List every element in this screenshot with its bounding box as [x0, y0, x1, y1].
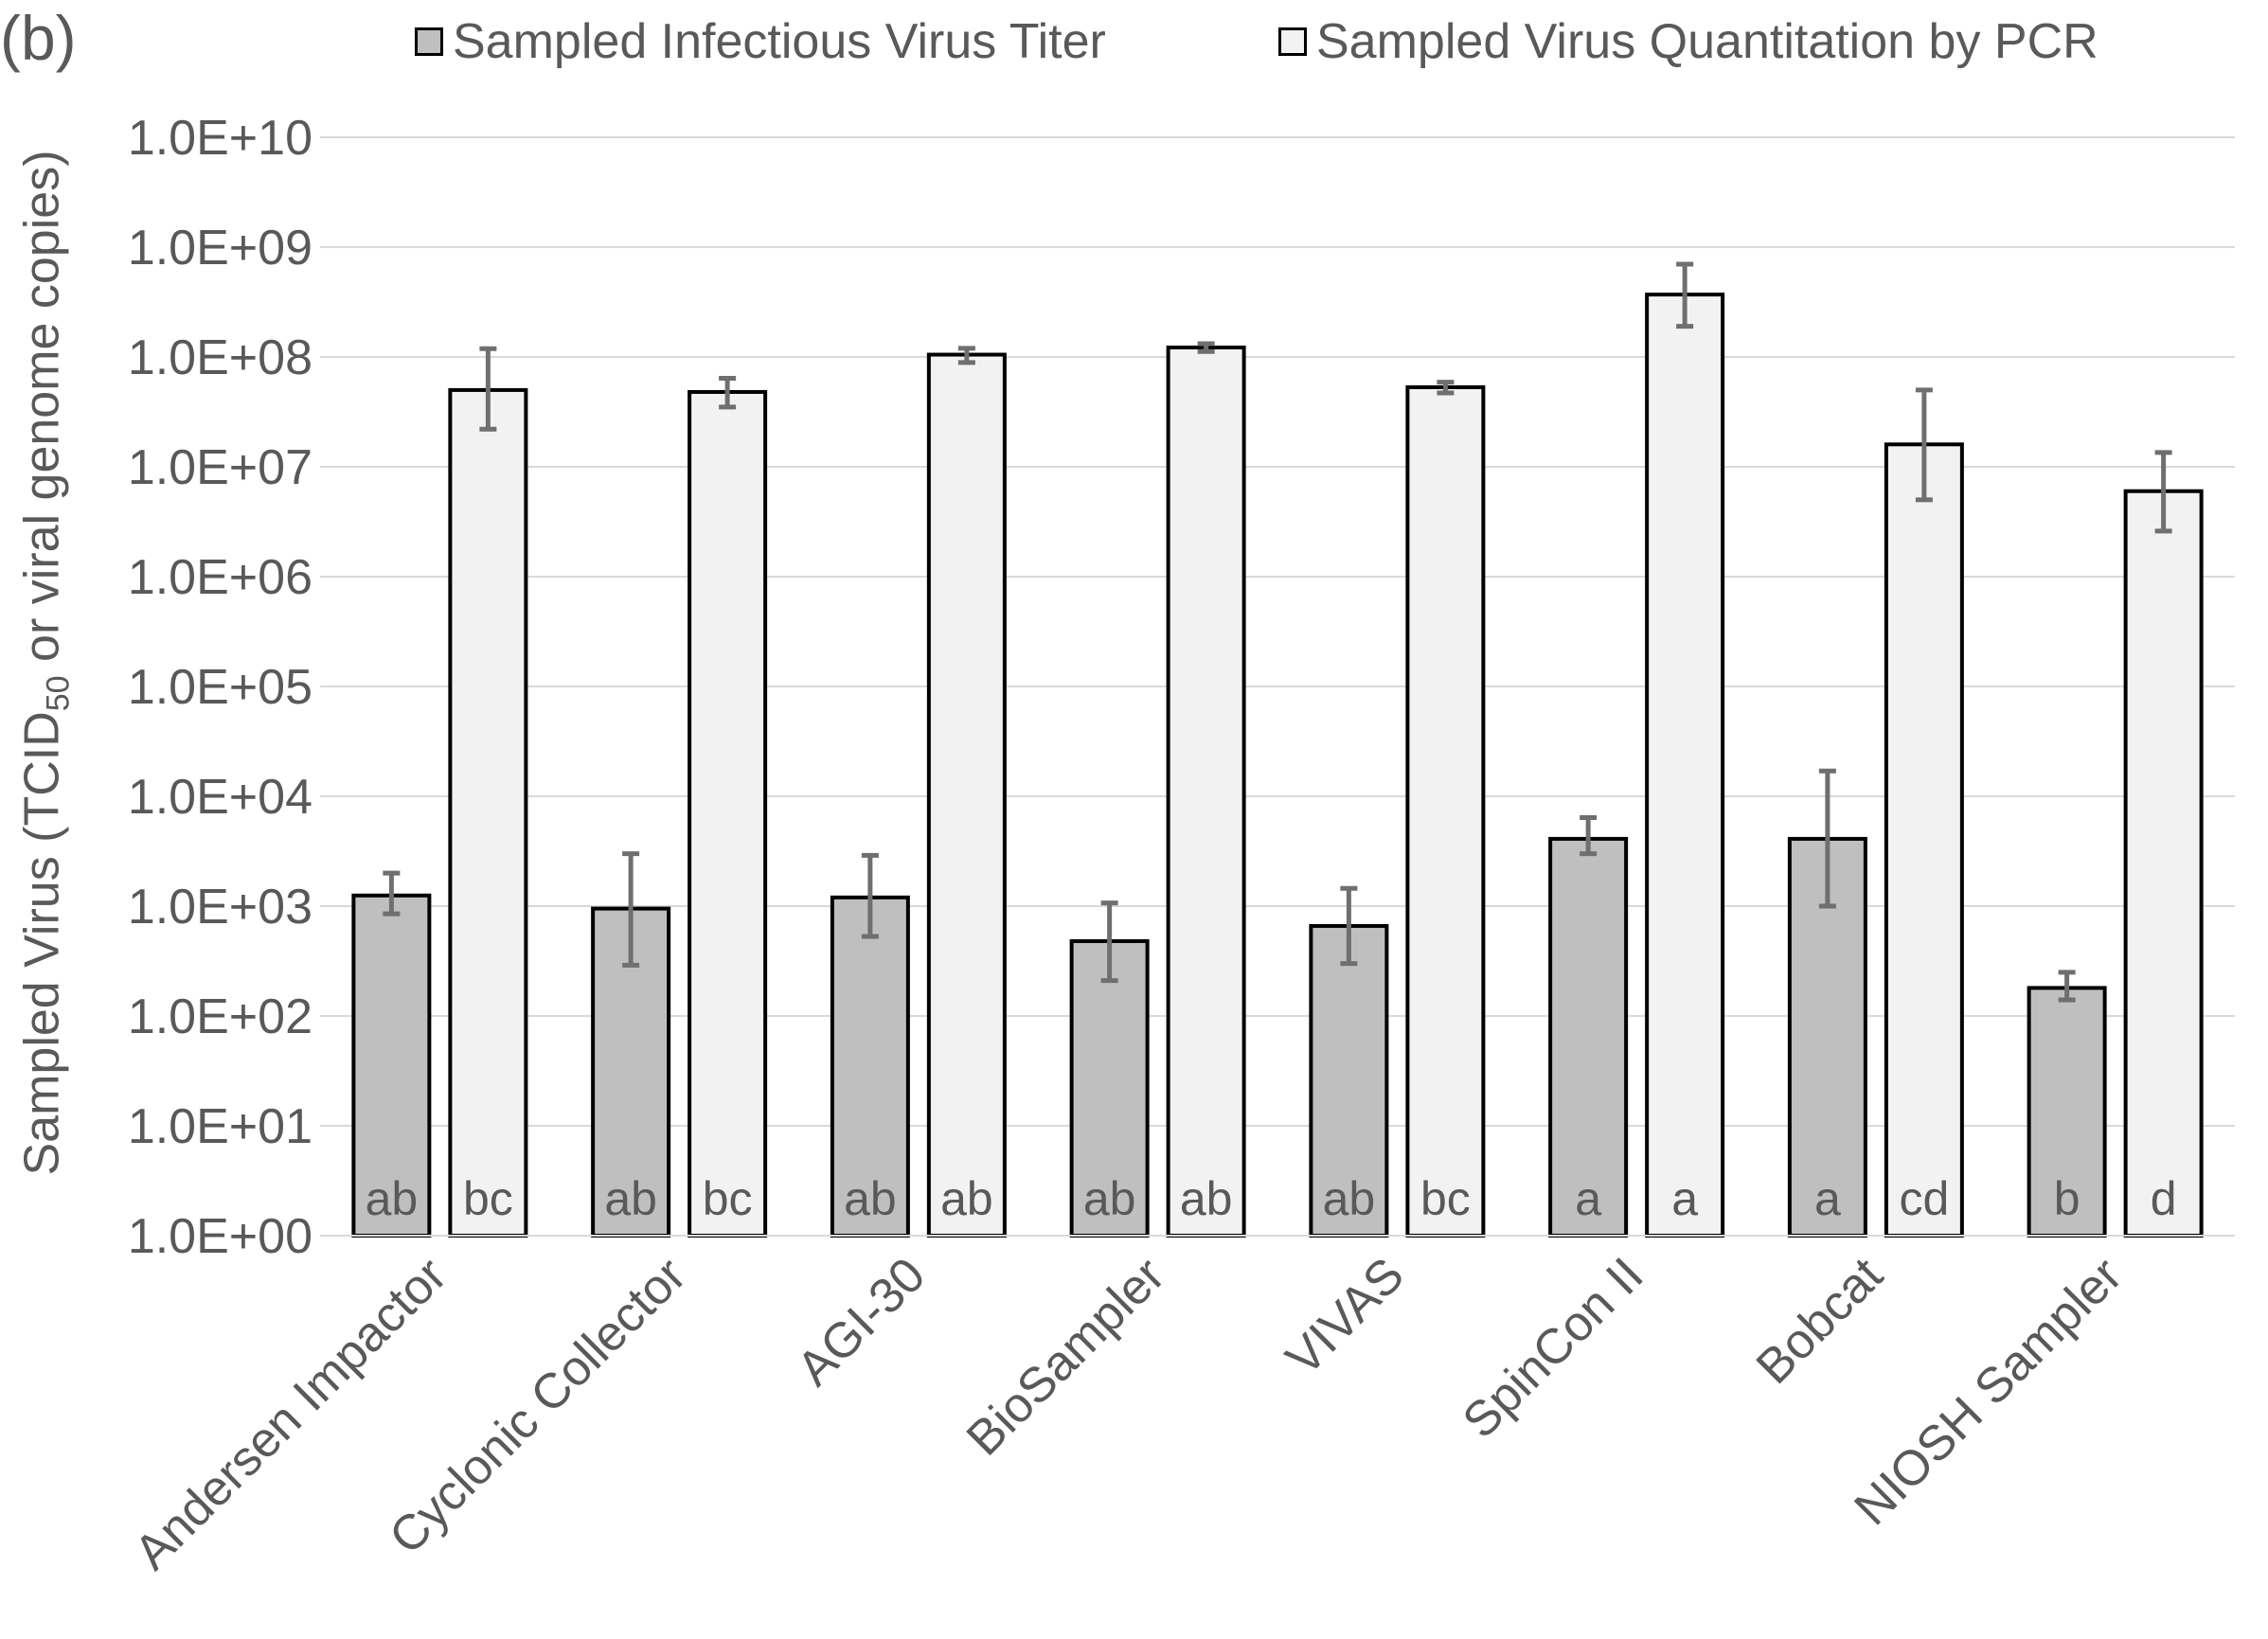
- legend-label-infectious-titer: Sampled Infectious Virus Titer: [453, 14, 1106, 69]
- significance-letter: a: [1575, 1172, 1601, 1225]
- bar: [688, 389, 768, 1238]
- significance-letter: ab: [1180, 1172, 1233, 1225]
- significance-letter: a: [1814, 1172, 1841, 1225]
- legend-label-pcr-quantitation: Sampled Virus Quantitation by PCR: [1316, 14, 2098, 69]
- y-tick-label: 1.0E+04: [128, 770, 313, 825]
- bar: [1645, 293, 1725, 1238]
- x-tick-label: BioSampler: [956, 1247, 1175, 1466]
- bar: [351, 893, 432, 1238]
- y-tick-label: 1.0E+09: [128, 221, 313, 276]
- y-tick-label: 1.0E+08: [128, 330, 313, 385]
- legend-item-infectious-titer: Sampled Infectious Virus Titer: [415, 13, 1106, 70]
- significance-letter: cd: [1899, 1172, 1949, 1225]
- bar: [1166, 345, 1246, 1238]
- y-tick-label: 1.0E+06: [128, 550, 313, 605]
- y-tick-label: 1.0E+03: [128, 880, 313, 935]
- significance-letter: ab: [844, 1172, 897, 1225]
- significance-letter: a: [1671, 1172, 1698, 1225]
- y-tick-label: 1.0E+00: [128, 1209, 313, 1264]
- x-tick-label: SpinCon II: [1453, 1247, 1654, 1449]
- legend-swatch-infectious-titer: [415, 27, 443, 56]
- bar: [1884, 442, 1964, 1238]
- significance-letter: ab: [1323, 1172, 1376, 1225]
- y-tick-label: 1.0E+01: [128, 1099, 313, 1154]
- bar: [2123, 489, 2204, 1238]
- bar: [1069, 938, 1150, 1238]
- x-tick-label: VIVAS: [1276, 1247, 1415, 1386]
- y-tick-label: 1.0E+02: [128, 989, 313, 1044]
- significance-letter: ab: [940, 1172, 993, 1225]
- significance-letter: bc: [1420, 1172, 1471, 1225]
- y-tick-label: 1.0E+07: [128, 440, 313, 495]
- significance-letter: ab: [366, 1172, 419, 1225]
- significance-letter: bc: [463, 1172, 513, 1225]
- significance-letter: ab: [604, 1172, 657, 1225]
- bar: [1309, 923, 1389, 1238]
- significance-letter: d: [2151, 1172, 2177, 1225]
- significance-letter: b: [2054, 1172, 2080, 1225]
- legend-swatch-pcr-quantitation: [1278, 27, 1307, 56]
- bar: [1405, 384, 1486, 1238]
- significance-letter: ab: [1083, 1172, 1136, 1225]
- panel-label: (b): [0, 3, 77, 73]
- x-tick-label: AGI-30: [787, 1247, 936, 1396]
- y-tick-label: 1.0E+05: [128, 660, 313, 715]
- legend: Sampled Infectious Virus Titer Sampled V…: [0, 13, 2268, 80]
- y-tick-label: 1.0E+10: [128, 111, 313, 166]
- significance-letter: bc: [703, 1172, 753, 1225]
- bar: [448, 387, 528, 1238]
- legend-item-pcr-quantitation: Sampled Virus Quantitation by PCR: [1278, 13, 2098, 70]
- x-tick-label: Bobcat: [1746, 1247, 1894, 1395]
- bar: [926, 352, 1007, 1238]
